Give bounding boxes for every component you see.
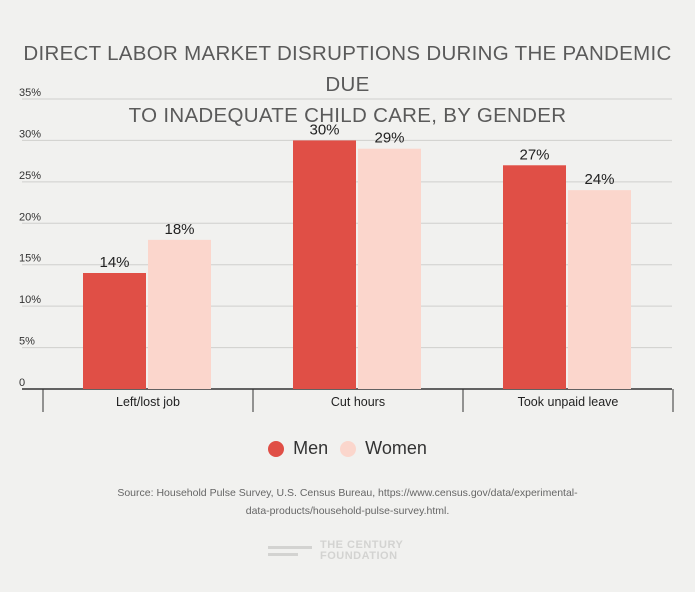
legend-item-women: Women — [340, 438, 427, 459]
x-category-label: Left/lost job — [116, 395, 180, 409]
bar-men — [503, 165, 566, 389]
bar-chart: 35% 30% 25% 20% 15% 10% 5% 0 Left/lost job 14% 18%… — [19, 87, 674, 412]
chart-legend: Men Women — [0, 438, 695, 459]
y-tick-label: 30% — [19, 128, 41, 140]
bar-women — [358, 148, 421, 389]
y-tick-label: 10% — [19, 294, 41, 306]
y-tick-label: 0 — [19, 377, 25, 389]
bar-men — [293, 140, 356, 389]
data-label-women: 29% — [374, 130, 404, 147]
source-line-2: data-products/household-pulse-survey.htm… — [245, 505, 450, 517]
logo-mark-icon — [268, 544, 312, 558]
data-label-women: 24% — [584, 171, 614, 188]
x-category-label: Cut hours — [331, 395, 385, 409]
data-label-women: 18% — [164, 221, 194, 238]
legend-swatch-men — [268, 440, 285, 457]
legend-swatch-women — [340, 440, 357, 457]
legend-item-men: Men — [268, 438, 328, 459]
logo-line-2: FOUNDATION — [320, 550, 398, 562]
chart-title: DIRECT LABOR MARKET DISRUPTIONS DURING T… — [0, 38, 695, 131]
legend-label-men: Men — [293, 438, 329, 458]
data-label-men: 14% — [99, 254, 129, 271]
data-label-men: 30% — [309, 121, 339, 138]
source-line-1: Source: Household Pulse Survey, U.S. Cen… — [117, 487, 578, 499]
y-tick-label: 15% — [19, 253, 41, 265]
y-tick-label: 20% — [19, 211, 41, 223]
data-label-men: 27% — [519, 146, 549, 163]
bar-men — [83, 273, 146, 389]
logo-line-1: THE CENTURY — [320, 539, 404, 551]
bar-women — [568, 190, 631, 389]
chart-title-line-2: TO INADEQUATE CHILD CARE, BY GENDER — [128, 104, 567, 127]
chart-title-line-1: DIRECT LABOR MARKET DISRUPTIONS DURING T… — [23, 42, 672, 96]
y-tick-label: 25% — [19, 170, 41, 182]
source-note: Source: Household Pulse Survey, U.S. Cen… — [100, 484, 595, 520]
y-tick-label: 5% — [19, 336, 35, 348]
bar-women — [148, 239, 211, 389]
x-category-label: Took unpaid leave — [518, 395, 619, 409]
y-tick-label: 35% — [19, 87, 41, 99]
legend-label-women: Women — [365, 438, 427, 458]
century-foundation-logo: THE CENTURY FOUNDATION — [268, 540, 403, 562]
logo-text: THE CENTURY FOUNDATION — [320, 540, 403, 562]
